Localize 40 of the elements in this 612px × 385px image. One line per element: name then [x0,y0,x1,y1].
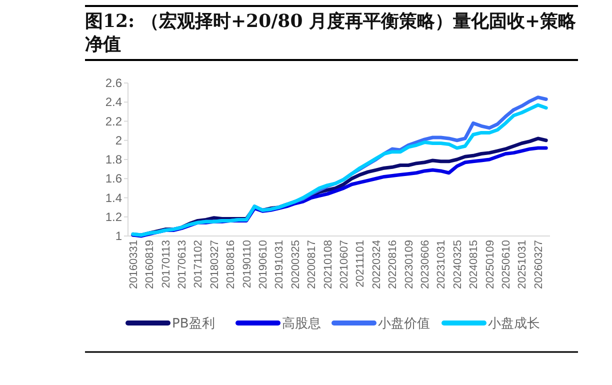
x-tick-label: 20250109 [484,240,496,289]
x-tick-label: 20160331 [128,240,140,289]
x-tick-label: 20170613 [176,240,188,289]
legend-label: 小盘成长 [488,316,540,332]
x-tick-label: 20180816 [225,240,238,289]
chart-title: 图12: （宏观择时+20/80 月度再平衡策略）量化固收+策略净值 [85,5,578,61]
y-tick-label: 1.6 [105,172,122,186]
x-tick-label: 20171102 [192,240,205,288]
x-tick-label: 20191031 [274,240,286,289]
y-tick-label: 2.6 [105,76,122,90]
x-tick-label: 20240325 [452,240,464,289]
y-tick-label: 1.2 [105,210,122,224]
legend-label: 高股息 [282,316,321,332]
x-tick-label: 20231031 [436,240,448,289]
x-tick-label: 20210607 [338,240,350,289]
x-tick-label: 20200325 [290,240,302,289]
x-tick-label: 20210108 [322,240,334,289]
x-tick-label: 20240815 [468,240,480,289]
x-tick-label: 20160819 [144,240,156,289]
y-tick-label: 2.2 [105,114,122,128]
x-tick-label: 20230109 [403,240,416,289]
x-tick-label: 20200817 [306,240,318,289]
x-tick-label: 20260327 [532,240,545,289]
x-tick-label: 20190610 [257,240,270,289]
x-tick-label: 20250610 [500,240,512,289]
y-tick-label: 2 [115,133,122,148]
y-tick-label: 2.4 [105,95,122,110]
x-tick-label: 20180327 [208,240,221,289]
x-tick-label: 20170113 [160,240,172,288]
y-tick-label: 1.4 [105,190,122,205]
x-tick-label: 20190110 [241,240,254,288]
x-tick-label: 20251031 [516,240,529,289]
legend-label: PB盈利 [172,316,215,332]
y-tick-label: 1 [115,229,122,243]
x-tick-label: 20220324 [370,240,383,289]
y-tick-label: 1.8 [105,152,122,166]
x-tick-label: 20220816 [387,240,400,289]
x-tick-label: 20211101 [354,240,367,288]
x-tick-label: 20230606 [419,240,432,289]
legend-label: 小盘价值 [378,316,430,332]
